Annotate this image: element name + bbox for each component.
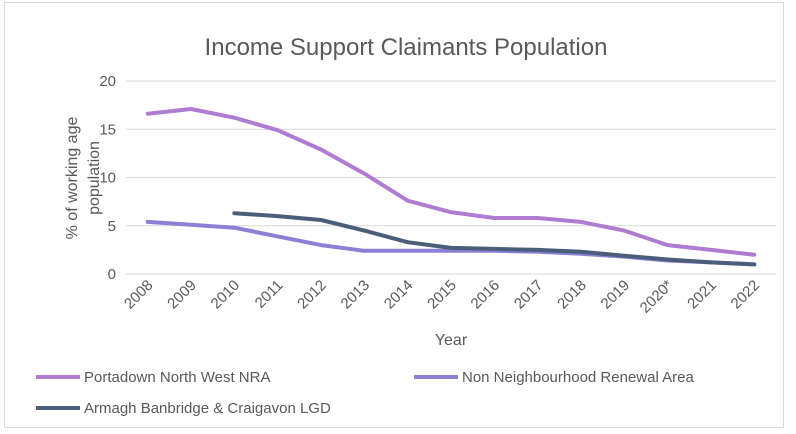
legend-label-abc-lgd: Armagh Banbridge & Craigavon LGD: [84, 400, 331, 417]
x-tick-label: 2021: [684, 277, 720, 313]
y-axis-title-line-2: population: [86, 141, 103, 215]
legend-label-non-nra: Non Neighbourhood Renewal Area: [462, 369, 694, 386]
x-tick-label: 2010: [208, 277, 244, 313]
x-tick-label: 2022: [728, 277, 764, 313]
y-tick-labels: 0 5 10 15 20: [99, 73, 116, 283]
x-tick-label: 2013: [338, 277, 374, 313]
x-tick-label: 2008: [121, 277, 157, 313]
y-tick-label: 5: [108, 218, 116, 235]
series-line-0: [145, 107, 757, 257]
y-tick-label: 20: [99, 73, 116, 90]
chart-frame: [4, 2, 784, 428]
x-tick-label: 2014: [381, 277, 417, 313]
series-line-2: [232, 211, 757, 267]
x-tick-label: 2019: [598, 277, 634, 313]
y-tick-label: 15: [99, 121, 116, 138]
x-tick-label: 2015: [424, 277, 460, 313]
y-tick-label: 0: [108, 266, 116, 283]
x-tick-label: 2016: [468, 277, 504, 313]
chart-title: Income Support Claimants Population: [205, 34, 608, 61]
y-axis-title-line-1: % of working age: [64, 117, 81, 240]
x-tick-label: 2018: [554, 277, 590, 313]
x-tick-label: 2012: [294, 277, 330, 313]
x-axis-title: Year: [435, 332, 468, 349]
x-tick-label: 2009: [164, 277, 200, 313]
legend-label-portadown: Portadown North West NRA: [84, 369, 270, 386]
x-tick-label: 2020*: [637, 277, 677, 317]
legend: Portadown North West NRA Non Neighbourho…: [36, 369, 694, 417]
x-tick-labels: 2008 2009 2010 2011 2012 2013 2014 2015 2016 2017…: [121, 277, 763, 317]
x-tick-label: 2011: [252, 277, 287, 312]
series-lines: [145, 107, 757, 267]
y-tick-label: 10: [99, 170, 116, 187]
x-tick-label: 2017: [511, 277, 547, 313]
